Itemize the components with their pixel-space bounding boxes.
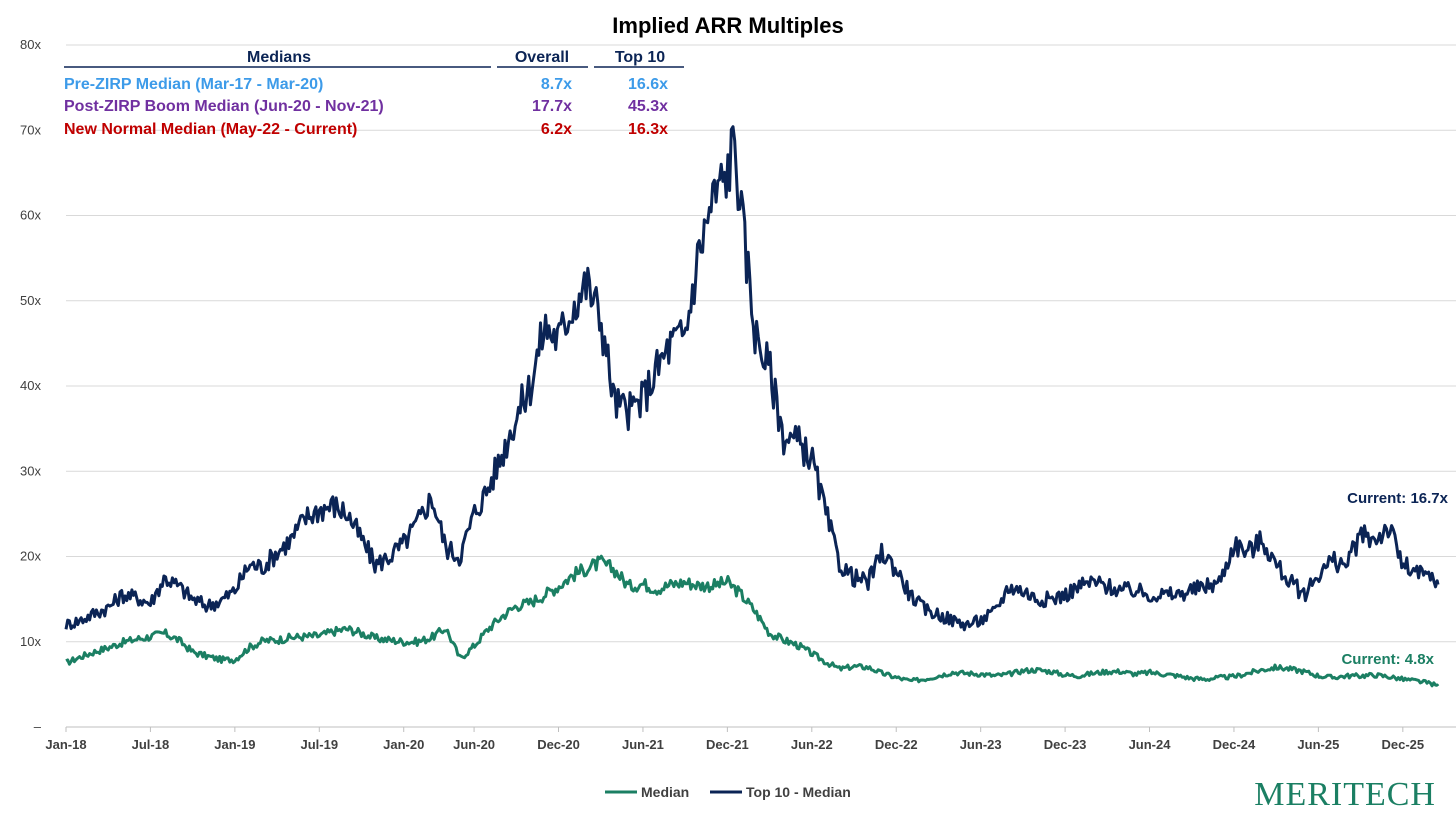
x-tick-label: Jun-23	[960, 737, 1002, 752]
y-tick-label: 70x	[20, 122, 41, 137]
row-new-normal-top10: 16.3x	[628, 121, 668, 138]
legend: Median Top 10 - Median	[605, 784, 851, 800]
annotation-current-top10: Current: 16.7x	[1347, 490, 1449, 507]
overall-header: Overall	[515, 49, 569, 66]
row-new-normal-overall: 6.2x	[541, 121, 572, 138]
y-tick-label: 60x	[20, 208, 41, 223]
row-pre-zirp-top10: 16.6x	[628, 76, 668, 93]
row-new-normal-label: New Normal Median (May-22 - Current)	[64, 121, 357, 138]
x-tick-label: Jan-18	[45, 737, 86, 752]
meritech-logo: MERITECH	[1254, 776, 1436, 813]
y-tick-label: 50x	[20, 293, 41, 308]
y-tick-label: 30x	[20, 463, 41, 478]
y-axis: – 10x 20x 30x 40x 50x 60x 70x 80x	[20, 37, 42, 734]
series-median-line	[65, 554, 1440, 688]
legend-label-median: Median	[641, 784, 689, 800]
x-tick-label: Dec-21	[706, 737, 749, 752]
x-tick-label: Dec-22	[875, 737, 918, 752]
medians-table: Medians Overall Top 10 Pre-ZIRP Median (…	[64, 49, 684, 138]
x-tick-label: Jun-21	[622, 737, 664, 752]
x-tick-label: Jun-24	[1129, 737, 1172, 752]
y-tick-label: 40x	[20, 378, 41, 393]
series-top10-line	[64, 125, 1440, 632]
row-post-zirp-overall: 17.7x	[532, 98, 572, 115]
x-axis: Jan-18 Jul-18 Jan-19 Jul-19 Jan-20 Jun-20 Dec-…	[45, 727, 1424, 752]
top10-header: Top 10	[615, 49, 665, 66]
y-tick-label: 20x	[20, 549, 41, 564]
gridlines	[66, 44, 1456, 728]
x-tick-label: Dec-24	[1213, 737, 1256, 752]
x-tick-label: Dec-25	[1382, 737, 1425, 752]
x-tick-label: Jan-19	[214, 737, 255, 752]
x-tick-label: Dec-20	[537, 737, 580, 752]
row-post-zirp-top10: 45.3x	[628, 98, 668, 115]
x-tick-label: Jul-18	[132, 737, 170, 752]
annotation-current-median: Current: 4.8x	[1341, 651, 1434, 668]
y-tick-label: 10x	[20, 634, 41, 649]
row-post-zirp-label: Post-ZIRP Boom Median (Jun-20 - Nov-21)	[64, 98, 384, 115]
x-tick-label: Jan-20	[383, 737, 424, 752]
y-tick-label: –	[34, 719, 42, 734]
legend-label-top10: Top 10 - Median	[746, 784, 851, 800]
x-tick-label: Dec-23	[1044, 737, 1087, 752]
y-tick-label: 80x	[20, 37, 41, 52]
x-tick-label: Jul-19	[301, 737, 339, 752]
x-tick-label: Jun-20	[453, 737, 495, 752]
chart-title: Implied ARR Multiples	[612, 13, 843, 38]
row-pre-zirp-overall: 8.7x	[541, 76, 572, 93]
medians-header: Medians	[247, 49, 311, 66]
row-pre-zirp-label: Pre-ZIRP Median (Mar-17 - Mar-20)	[64, 76, 323, 93]
x-tick-label: Jun-22	[791, 737, 833, 752]
x-tick-label: Jun-25	[1297, 737, 1339, 752]
series-lines	[64, 125, 1440, 688]
